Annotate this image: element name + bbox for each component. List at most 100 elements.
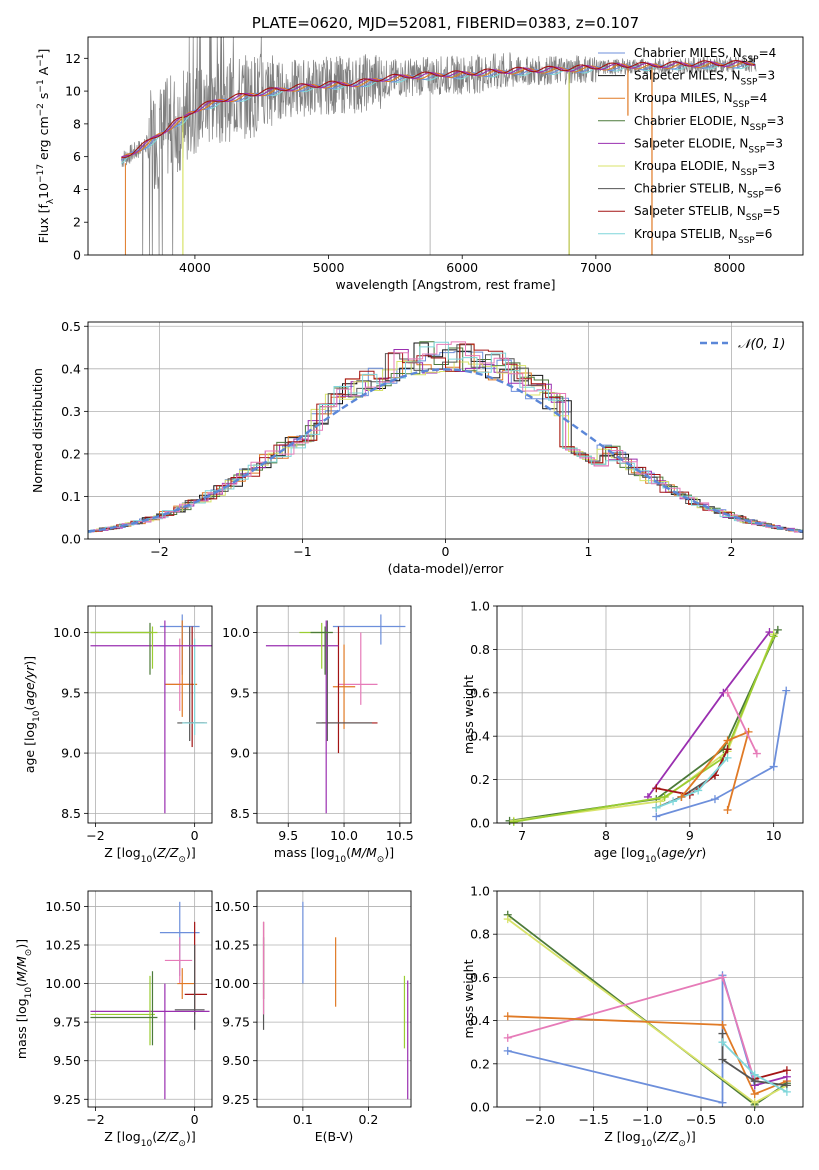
series-marker bbox=[503, 1012, 512, 1021]
weight-lines bbox=[505, 625, 791, 826]
y-tick-label: 0.0 bbox=[61, 532, 81, 547]
series-line bbox=[726, 692, 758, 754]
errorbar-point bbox=[90, 975, 155, 1046]
legend-label: Kroupa STELIB, NSSP=6 bbox=[634, 227, 772, 246]
model-spectrum bbox=[121, 60, 756, 158]
y-tick-label: 0.3 bbox=[61, 404, 81, 419]
axes-frame bbox=[496, 890, 804, 1108]
series-marker bbox=[652, 784, 661, 793]
y-axis-label: Flux [fλ10−17 erg cm−2 s−1 A−1] bbox=[36, 49, 56, 244]
y-tick-label: 0.6 bbox=[470, 685, 490, 700]
x-tick-label: −2.0 bbox=[525, 1112, 555, 1127]
y-tick-label: 10 bbox=[65, 84, 81, 99]
errorbars bbox=[262, 901, 409, 1100]
axes-frame bbox=[256, 605, 412, 824]
x-tick-label: 4000 bbox=[179, 260, 211, 275]
series-marker bbox=[752, 749, 761, 758]
y-tick-label: 9.75 bbox=[53, 1015, 81, 1030]
legend-label: Salpeter MILES, NSSP=3 bbox=[634, 69, 775, 88]
series-line bbox=[507, 974, 756, 1104]
series-marker bbox=[669, 797, 678, 806]
series-marker bbox=[503, 1046, 512, 1055]
x-axis-label: wavelength [Angstrom, rest frame] bbox=[335, 277, 555, 292]
y-tick-label: 10.00 bbox=[45, 976, 81, 991]
series-marker bbox=[718, 1055, 727, 1064]
legend-label: Kroupa MILES, NSSP=4 bbox=[634, 91, 767, 110]
series-line bbox=[754, 1075, 788, 1087]
y-tick-label: 0.6 bbox=[470, 970, 490, 985]
series-marker bbox=[723, 753, 732, 762]
x-tick-label: 10.5 bbox=[386, 828, 414, 843]
y-tick-label: 10.25 bbox=[214, 938, 250, 953]
y-tick-label: 0.4 bbox=[470, 729, 490, 744]
histograms bbox=[88, 341, 803, 534]
series-marker bbox=[723, 736, 732, 745]
x-axis-label: Z [log10(Z/Z⊙)] bbox=[104, 845, 195, 865]
y-tick-label: 9.50 bbox=[222, 1053, 250, 1068]
y-tick-label: 12 bbox=[65, 51, 81, 66]
x-tick-label: 5000 bbox=[313, 260, 345, 275]
series-line bbox=[680, 730, 750, 811]
series-marker bbox=[652, 803, 661, 812]
x-tick-label: 0.1 bbox=[293, 1112, 313, 1127]
errorbars bbox=[265, 614, 406, 814]
observed-spectrum bbox=[121, 37, 757, 255]
series-marker bbox=[710, 795, 719, 804]
y-tick-label: 0.8 bbox=[470, 927, 490, 942]
errorbar-point bbox=[182, 638, 208, 735]
y-tick-label: 4 bbox=[73, 182, 81, 197]
series-marker bbox=[652, 812, 661, 821]
errorbar-point bbox=[90, 622, 153, 675]
series-marker bbox=[750, 1098, 759, 1107]
series-marker bbox=[723, 805, 732, 814]
y-tick-label: 10.25 bbox=[45, 938, 81, 953]
series-line bbox=[513, 633, 775, 822]
series-marker bbox=[656, 797, 665, 806]
legend-label: Salpeter STELIB, NSSP=5 bbox=[634, 204, 780, 223]
series-marker bbox=[694, 786, 703, 795]
series-marker bbox=[723, 745, 732, 754]
y-tick-label: 8.5 bbox=[230, 806, 250, 821]
y-axis-label: mass [log10(M/M⊙)] bbox=[14, 939, 34, 1059]
x-tick-label: 7000 bbox=[580, 260, 612, 275]
y-tick-label: 1.0 bbox=[470, 884, 490, 899]
errorbar-point bbox=[310, 626, 333, 675]
x-tick-label: 7 bbox=[518, 828, 526, 843]
x-tick-label: 10.0 bbox=[330, 828, 358, 843]
axes-frame bbox=[87, 321, 804, 540]
errorbar-point bbox=[184, 921, 208, 1015]
errorbar-point bbox=[316, 620, 372, 742]
legend: 𝒩(0, 1) bbox=[700, 337, 785, 352]
y-tick-label: 8.5 bbox=[61, 806, 81, 821]
x-tick-label: 8 bbox=[602, 828, 610, 843]
x-tick-label: −2 bbox=[86, 1112, 104, 1127]
x-tick-label: 1 bbox=[585, 544, 593, 559]
y-tick-label: 10.0 bbox=[222, 625, 250, 640]
axes-residuals: −2 −1 0 1 2 0.0 0.1 0.2 0.3 0.4 0.5 bbox=[61, 319, 803, 559]
errorbar-point bbox=[174, 945, 205, 1030]
y-tick-label: 0.1 bbox=[61, 489, 81, 504]
errorbar-point bbox=[332, 614, 406, 645]
series-marker bbox=[782, 1087, 791, 1096]
y-tick-label: 0.0 bbox=[470, 816, 490, 831]
series-marker bbox=[723, 688, 732, 697]
x-tick-label: 0.2 bbox=[358, 1112, 378, 1127]
legend-label: Chabrier STELIB, NSSP=6 bbox=[634, 182, 782, 201]
errorbar-point bbox=[332, 644, 356, 729]
series-marker bbox=[750, 1070, 759, 1079]
errorbar-point bbox=[164, 638, 193, 711]
axes-frame bbox=[256, 890, 412, 1108]
errorbar-point bbox=[90, 626, 158, 669]
x-axis-label: mass [log10(M/M⊙)] bbox=[274, 845, 394, 865]
y-tick-label: 6 bbox=[73, 149, 81, 164]
y-tick-label: 9.50 bbox=[53, 1053, 81, 1068]
series-marker bbox=[677, 792, 686, 801]
x-tick-label: −1.5 bbox=[578, 1112, 608, 1127]
x-axis-label: (data-model)/error bbox=[388, 561, 505, 576]
errorbars bbox=[90, 614, 212, 814]
x-tick-label: 2 bbox=[728, 544, 736, 559]
x-tick-label: 9.5 bbox=[278, 828, 298, 843]
y-tick-label: 9.75 bbox=[222, 1015, 250, 1030]
series-marker bbox=[509, 817, 518, 826]
series-marker bbox=[718, 1098, 727, 1107]
